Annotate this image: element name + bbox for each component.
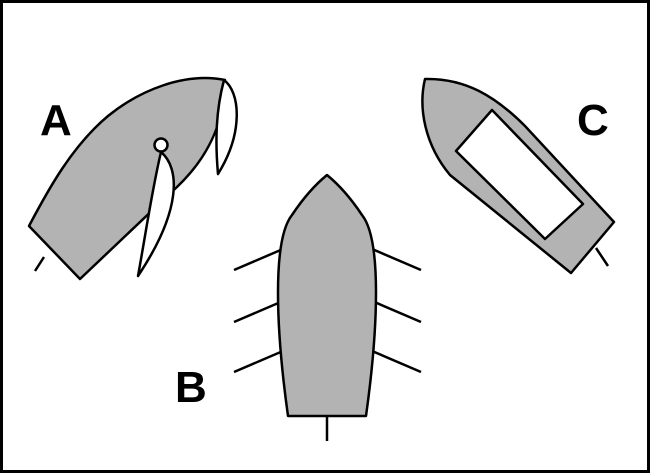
boat-a-jib-sail [215, 78, 238, 176]
boat-a-mast [153, 137, 169, 153]
boat-c-motorboat [421, 77, 616, 275]
boat-a-rudder [33, 256, 46, 272]
boat-a-hull [27, 76, 227, 281]
boat-a-sailboat [27, 76, 238, 281]
boat-a-main-sail [136, 150, 175, 278]
boat-b-hull [276, 173, 378, 418]
label-a: A [40, 96, 72, 145]
boat-c-rudder [594, 247, 610, 267]
label-b: B [175, 363, 207, 412]
boat-b-rowboat [233, 173, 422, 441]
boat-c-cabin [454, 108, 585, 241]
label-c: C [577, 96, 609, 145]
